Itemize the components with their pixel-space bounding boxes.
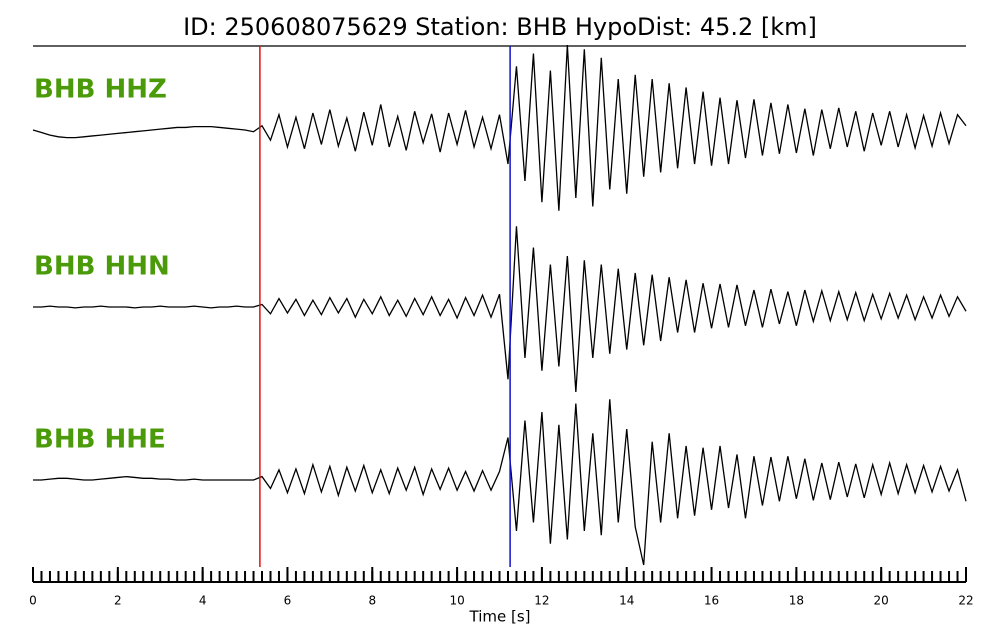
waveform xyxy=(33,399,967,566)
x-tick-label: 18 xyxy=(789,594,804,608)
trace-label: BHB HHZ xyxy=(34,75,167,105)
x-tick-label: 6 xyxy=(284,594,292,608)
x-axis-label: Time [s] xyxy=(469,608,531,626)
x-tick-label: 20 xyxy=(874,594,889,608)
waveform xyxy=(33,226,967,393)
x-tick-label: 16 xyxy=(704,594,719,608)
trace-label: BHB HHE xyxy=(34,425,166,455)
x-tick-label: 4 xyxy=(199,594,207,608)
x-tick-label: 8 xyxy=(368,594,376,608)
x-tick-label: 0 xyxy=(29,594,37,608)
chart-title: ID: 250608075629 Station: BHB HypoDist: … xyxy=(183,13,817,41)
x-tick-label: 14 xyxy=(619,594,634,608)
trace-label: BHB HHN xyxy=(34,252,170,282)
waveform xyxy=(32,44,967,211)
x-tick-label: 22 xyxy=(958,594,973,608)
x-tick-label: 10 xyxy=(449,594,464,608)
x-tick-label: 12 xyxy=(534,594,549,608)
x-tick-label: 2 xyxy=(114,594,122,608)
